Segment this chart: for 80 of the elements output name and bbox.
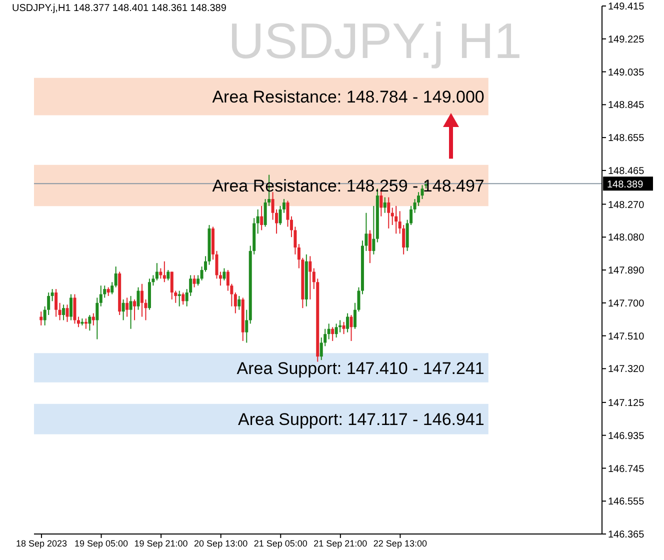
y-tick-label: 147.125 bbox=[608, 398, 645, 409]
candlestick bbox=[159, 268, 162, 280]
candlestick bbox=[256, 208, 260, 234]
candlestick bbox=[394, 205, 398, 234]
candlestick bbox=[245, 309, 248, 344]
candlestick bbox=[238, 295, 241, 310]
candlestick bbox=[372, 205, 376, 255]
candlestick bbox=[331, 326, 334, 342]
band-label: Area Resistance: 148.784 - 149.000 bbox=[212, 88, 484, 107]
candlestick bbox=[260, 205, 264, 231]
candlestick bbox=[162, 260, 166, 283]
candlestick bbox=[196, 274, 200, 286]
candlestick bbox=[222, 268, 226, 281]
y-tick-label: 147.320 bbox=[608, 364, 645, 376]
band-label: Area Support: 147.117 - 146.941 bbox=[238, 410, 484, 430]
candlestick bbox=[342, 321, 346, 335]
band-label: Area Support: 147.410 - 147.241 bbox=[236, 358, 484, 378]
x-tick-label: 21 Sep 21:00 bbox=[314, 538, 368, 548]
y-tick-label: 147.890 bbox=[608, 266, 645, 277]
y-tick-label: 147.700 bbox=[608, 298, 645, 310]
candlestick bbox=[166, 270, 170, 281]
y-tick-label: 146.365 bbox=[608, 530, 645, 541]
candlestick bbox=[110, 282, 114, 295]
candlestick bbox=[136, 286, 140, 310]
candlestick bbox=[346, 312, 350, 333]
y-tick-label: 148.270 bbox=[608, 200, 645, 211]
candlestick bbox=[73, 294, 76, 324]
candlestick bbox=[70, 294, 72, 321]
y-tick-label: 148.080 bbox=[608, 232, 645, 244]
candlestick bbox=[126, 297, 129, 318]
candlestick bbox=[387, 196, 390, 229]
candlestick bbox=[155, 262, 158, 281]
chart-subtitle: USDJPY.j,H1 148.377 148.401 148.361 148.389 bbox=[12, 3, 226, 14]
candlestick bbox=[308, 256, 312, 300]
candlestick bbox=[114, 266, 118, 288]
candlestick bbox=[133, 298, 136, 321]
candlestick bbox=[140, 283, 144, 318]
candlestick bbox=[182, 292, 185, 306]
candlestick bbox=[40, 311, 43, 326]
y-tick-label: 146.745 bbox=[608, 464, 645, 475]
candlestick bbox=[218, 271, 222, 286]
x-tick-label: 22 Sep 13:00 bbox=[373, 538, 427, 548]
x-tick-label: 20 Sep 13:00 bbox=[194, 538, 248, 548]
candlestick bbox=[92, 312, 95, 326]
candlestick bbox=[286, 200, 290, 228]
candlestick bbox=[76, 316, 80, 328]
candlestick bbox=[122, 298, 125, 321]
candlestick bbox=[66, 304, 69, 322]
candlestick bbox=[58, 302, 62, 321]
candlestick bbox=[383, 196, 386, 214]
candlestick bbox=[334, 323, 338, 338]
x-tick-label: 19 Sep 05:00 bbox=[74, 538, 128, 548]
candlestick bbox=[99, 285, 102, 307]
candlestick bbox=[420, 184, 424, 200]
y-tick-label: 149.225 bbox=[608, 34, 645, 46]
candlestick bbox=[62, 304, 66, 321]
candlestick bbox=[96, 297, 99, 340]
candlestick bbox=[178, 290, 181, 307]
y-tick-label: 148.655 bbox=[608, 133, 645, 144]
candlestick bbox=[192, 274, 196, 288]
y-tick-label: 147.510 bbox=[608, 331, 645, 342]
y-tick-label: 146.555 bbox=[608, 496, 645, 508]
x-tick-label: 19 Sep 21:00 bbox=[134, 538, 188, 548]
candlestick bbox=[170, 271, 174, 300]
candlestick bbox=[234, 292, 237, 314]
y-tick-label: 146.935 bbox=[608, 430, 645, 442]
candlestick bbox=[50, 288, 54, 302]
candlestick bbox=[350, 314, 353, 342]
y-tick-label: 148.465 bbox=[608, 166, 645, 178]
candlestick bbox=[129, 295, 132, 330]
y-tick-label: 149.415 bbox=[608, 2, 645, 13]
x-tick-label: 21 Sep 05:00 bbox=[254, 538, 308, 548]
candlestick bbox=[368, 230, 372, 264]
candlestick bbox=[54, 288, 58, 318]
candlestick bbox=[327, 323, 330, 340]
y-tick-label: 148.845 bbox=[608, 100, 645, 112]
y-tick-label: 149.035 bbox=[608, 67, 645, 78]
candlestick bbox=[88, 314, 92, 332]
ref-line-label: 148.389 bbox=[607, 180, 644, 191]
x-tick-label: 18 Sep 2023 bbox=[16, 538, 67, 548]
